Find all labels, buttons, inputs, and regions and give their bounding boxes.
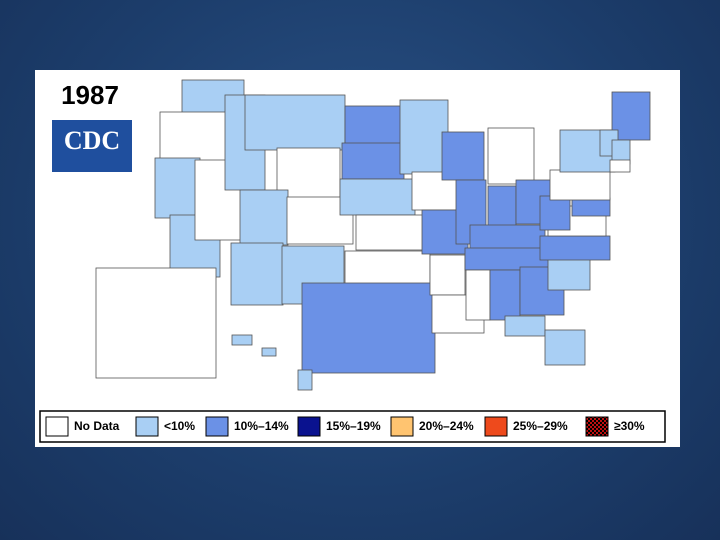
state xyxy=(261,347,277,357)
legend-label: 10%–14% xyxy=(234,419,289,433)
state xyxy=(95,267,217,379)
state xyxy=(469,224,546,250)
legend: No Data <10% 10%–14% 15%–19% 20%–24% 25%–29% ≥… xyxy=(45,416,645,437)
state xyxy=(544,329,586,366)
legend-swatch xyxy=(297,416,321,437)
state xyxy=(297,369,313,391)
legend-swatch xyxy=(585,416,609,437)
state xyxy=(441,131,485,181)
state xyxy=(539,195,571,231)
state xyxy=(489,269,521,321)
state xyxy=(487,127,535,185)
state xyxy=(154,157,201,219)
state xyxy=(344,250,431,285)
state xyxy=(465,269,491,321)
state xyxy=(609,159,631,173)
legend-label: 25%–29% xyxy=(513,419,568,433)
legend-swatch xyxy=(205,416,229,437)
state xyxy=(230,242,284,306)
year-title: 1987 xyxy=(61,80,119,110)
state xyxy=(159,111,235,165)
state xyxy=(355,214,425,251)
logo-box xyxy=(52,120,132,172)
legend-swatch xyxy=(135,416,159,437)
state xyxy=(339,178,416,216)
state xyxy=(341,142,405,180)
legend-label: <10% xyxy=(164,419,195,433)
state xyxy=(399,99,449,175)
state xyxy=(429,254,466,296)
state xyxy=(344,105,404,145)
legend-label: No Data xyxy=(74,419,120,433)
state xyxy=(571,197,611,217)
state xyxy=(301,282,436,374)
legend-label: 20%–24% xyxy=(419,419,474,433)
state xyxy=(231,334,253,346)
state xyxy=(519,266,565,316)
legend-label: ≥30% xyxy=(614,419,645,433)
states xyxy=(95,79,651,391)
state xyxy=(549,169,611,201)
state xyxy=(239,189,289,246)
legend-swatch xyxy=(45,416,69,437)
state xyxy=(539,235,611,261)
legend-label: 15%–19% xyxy=(326,419,381,433)
legend-swatch xyxy=(390,416,414,437)
legend-swatch xyxy=(484,416,508,437)
state xyxy=(547,257,591,291)
logo-text: CDC xyxy=(64,126,120,155)
state xyxy=(504,315,546,337)
state xyxy=(244,94,346,151)
